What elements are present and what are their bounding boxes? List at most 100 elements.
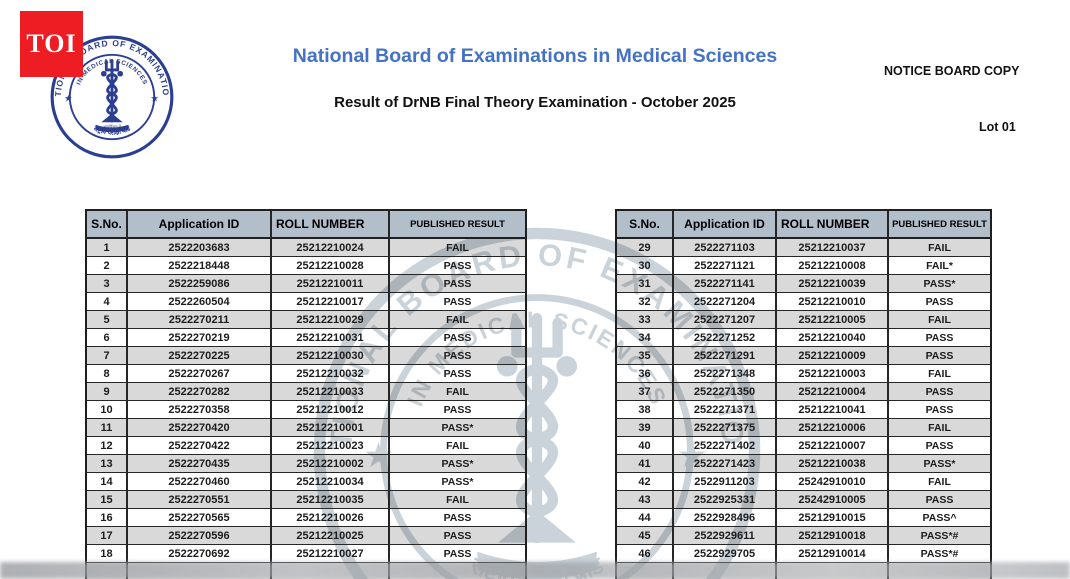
table-row: 37 2522271350 25212210004 PASS	[617, 383, 990, 401]
application-id-cell: 2522929705	[674, 545, 777, 563]
notice-board-copy-label: NOTICE BOARD COPY	[884, 64, 1020, 78]
roll-number-cell: 25212210003	[777, 365, 889, 383]
roll-number-cell: 25212210027	[272, 545, 390, 563]
published-result-cell: PASS	[889, 401, 990, 419]
application-id-cell: 2522271371	[674, 401, 777, 419]
table-row: 33 2522271207 25212210005 FAIL	[617, 311, 990, 329]
sno-cell: 8	[87, 365, 128, 383]
published-result-cell: PASS	[390, 257, 525, 275]
application-id-cell: 2522271121	[674, 257, 777, 275]
lot-label: Lot 01	[979, 120, 1016, 134]
roll-number-cell: 25212210032	[272, 365, 390, 383]
roll-number-cell: 25212210010	[777, 293, 889, 311]
published-result-cell: PASS	[889, 293, 990, 311]
header-roll-number: ROLL NUMBER	[272, 211, 390, 239]
table-row: 18 2522270692 25212210027 PASS	[87, 545, 525, 563]
sno-cell: 29	[617, 239, 674, 257]
sno-cell: 6	[87, 329, 128, 347]
table-row: 39 2522271375 25212210006 FAIL	[617, 419, 990, 437]
table-row: 5 2522270211 25212210029 FAIL	[87, 311, 525, 329]
table-row: 9 2522270282 25212210033 FAIL	[87, 383, 525, 401]
table-row: 2 2522218448 25212210028 PASS	[87, 257, 525, 275]
header-roll-number: ROLL NUMBER	[777, 211, 889, 239]
application-id-cell: 2522270282	[128, 383, 272, 401]
roll-number-cell: 25212210002	[272, 455, 390, 473]
roll-number-cell: 25242910005	[777, 491, 889, 509]
roll-number-cell: 25212210038	[777, 455, 889, 473]
table-row: 30 2522271121 25212210008 FAIL*	[617, 257, 990, 275]
sno-cell: 31	[617, 275, 674, 293]
table-row: 41 2522271423 25212210038 PASS*	[617, 455, 990, 473]
table-row: 14 2522270460 25212210034 PASS*	[87, 473, 525, 491]
sno-cell: 42	[617, 473, 674, 491]
roll-number-cell: 25212210035	[272, 491, 390, 509]
application-id-cell: 2522260504	[128, 293, 272, 311]
header-published-result: PUBLISHED RESULT	[889, 211, 990, 239]
roll-number-cell: 25242910010	[777, 473, 889, 491]
sno-cell: 4	[87, 293, 128, 311]
header-sno: S.No.	[87, 211, 128, 239]
published-result-cell: PASS	[889, 437, 990, 455]
application-id-cell: 2522259086	[128, 275, 272, 293]
roll-number-cell: 25212210026	[272, 509, 390, 527]
table-row: 38 2522271371 25212210041 PASS	[617, 401, 990, 419]
application-id-cell: 2522271291	[674, 347, 777, 365]
published-result-cell: PASS	[390, 275, 525, 293]
roll-number-cell: 25212210033	[272, 383, 390, 401]
published-result-cell: PASS	[390, 347, 525, 365]
table-row: 15 2522270551 25212210035 FAIL	[87, 491, 525, 509]
sno-cell: 30	[617, 257, 674, 275]
roll-number-cell: 25212210031	[272, 329, 390, 347]
table-row: 7 2522270225 25212210030 PASS	[87, 347, 525, 365]
sno-cell: 3	[87, 275, 128, 293]
table-row: 4 2522260504 25212210017 PASS	[87, 293, 525, 311]
published-result-cell: FAIL	[390, 491, 525, 509]
table-row: 34 2522271252 25212210040 PASS	[617, 329, 990, 347]
published-result-cell: PASS^	[889, 509, 990, 527]
page-subtitle: Result of DrNB Final Theory Examination …	[334, 94, 736, 111]
header-published-result: PUBLISHED RESULT	[390, 211, 525, 239]
application-id-cell: 2522271423	[674, 455, 777, 473]
published-result-cell: PASS	[889, 491, 990, 509]
application-id-cell: 2522271348	[674, 365, 777, 383]
application-id-cell: 2522270596	[128, 527, 272, 545]
application-id-cell: 2522928496	[674, 509, 777, 527]
svg-text:★: ★	[64, 93, 72, 104]
application-id-cell: 2522271402	[674, 437, 777, 455]
table-row: 12 2522270422 25212210023 FAIL	[87, 437, 525, 455]
application-id-cell: 2522270225	[128, 347, 272, 365]
table-header-row: S.No. Application ID ROLL NUMBER PUBLISH…	[87, 211, 525, 239]
roll-number-cell: 25212210023	[272, 437, 390, 455]
sno-cell: 18	[87, 545, 128, 563]
sno-cell: 41	[617, 455, 674, 473]
roll-number-cell: 25212210037	[777, 239, 889, 257]
sno-cell: 44	[617, 509, 674, 527]
roll-number-cell: 25212210011	[272, 275, 390, 293]
published-result-cell: PASS	[390, 401, 525, 419]
roll-number-cell: 25212210024	[272, 239, 390, 257]
published-result-cell: PASS	[390, 527, 525, 545]
table-header-row: S.No. Application ID ROLL NUMBER PUBLISH…	[617, 211, 990, 239]
application-id-cell: 2522270460	[128, 473, 272, 491]
roll-number-cell: 25212210005	[777, 311, 889, 329]
roll-number-cell: 25212210017	[272, 293, 390, 311]
nbe-seal-logo: NATIONAL BOARD OF EXAMINATIONS IN MEDICA…	[45, 26, 175, 160]
table-row: 31 2522271141 25212210039 PASS*	[617, 275, 990, 293]
page-title: National Board of Examinations in Medica…	[292, 45, 778, 67]
published-result-cell: PASS	[889, 347, 990, 365]
published-result-cell: PASS*	[390, 419, 525, 437]
roll-number-cell: 25212210040	[777, 329, 889, 347]
sno-cell: 34	[617, 329, 674, 347]
partial-cutoff-row	[617, 563, 990, 579]
published-result-cell: PASS	[390, 293, 525, 311]
published-result-cell: FAIL	[390, 311, 525, 329]
results-table-right: S.No. Application ID ROLL NUMBER PUBLISH…	[615, 209, 992, 579]
sno-cell: 5	[87, 311, 128, 329]
roll-number-cell: 25212210034	[272, 473, 390, 491]
application-id-cell: 2522271252	[674, 329, 777, 347]
application-id-cell: 2522270435	[128, 455, 272, 473]
application-id-cell: 2522271207	[674, 311, 777, 329]
sno-cell: 35	[617, 347, 674, 365]
table-row: 10 2522270358 25212210012 PASS	[87, 401, 525, 419]
sno-cell: 16	[87, 509, 128, 527]
